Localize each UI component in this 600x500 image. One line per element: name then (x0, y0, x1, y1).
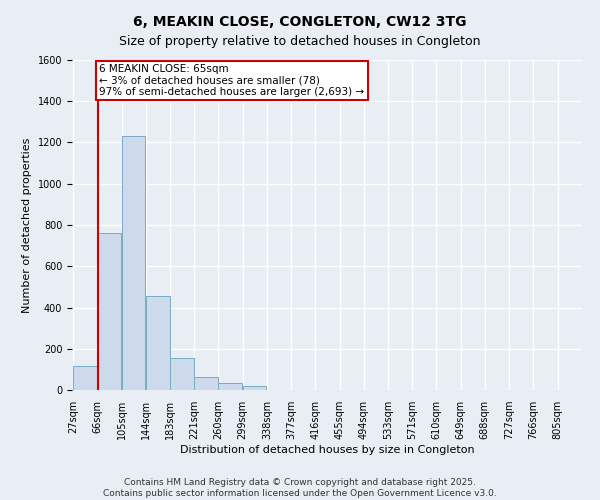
Text: Size of property relative to detached houses in Congleton: Size of property relative to detached ho… (119, 35, 481, 48)
Bar (98, 233, 121, 390)
Bar (170, 358, 194, 390)
Text: 6 MEAKIN CLOSE: 65sqm
← 3% of detached houses are smaller (78)
97% of semi-detac: 6 MEAKIN CLOSE: 65sqm ← 3% of detached h… (100, 64, 365, 98)
Bar (218, 383, 242, 390)
Bar (146, 296, 170, 390)
Bar (242, 386, 266, 390)
Text: Contains HM Land Registry data © Crown copyright and database right 2025.
Contai: Contains HM Land Registry data © Crown c… (103, 478, 497, 498)
Y-axis label: Number of detached properties: Number of detached properties (22, 138, 32, 312)
Text: 6, MEAKIN CLOSE, CONGLETON, CW12 3TG: 6, MEAKIN CLOSE, CONGLETON, CW12 3TG (133, 15, 467, 29)
Bar (73, 366, 97, 390)
X-axis label: Distribution of detached houses by size in Congleton: Distribution of detached houses by size … (179, 445, 475, 455)
Bar (194, 377, 218, 390)
Bar (122, 136, 145, 390)
